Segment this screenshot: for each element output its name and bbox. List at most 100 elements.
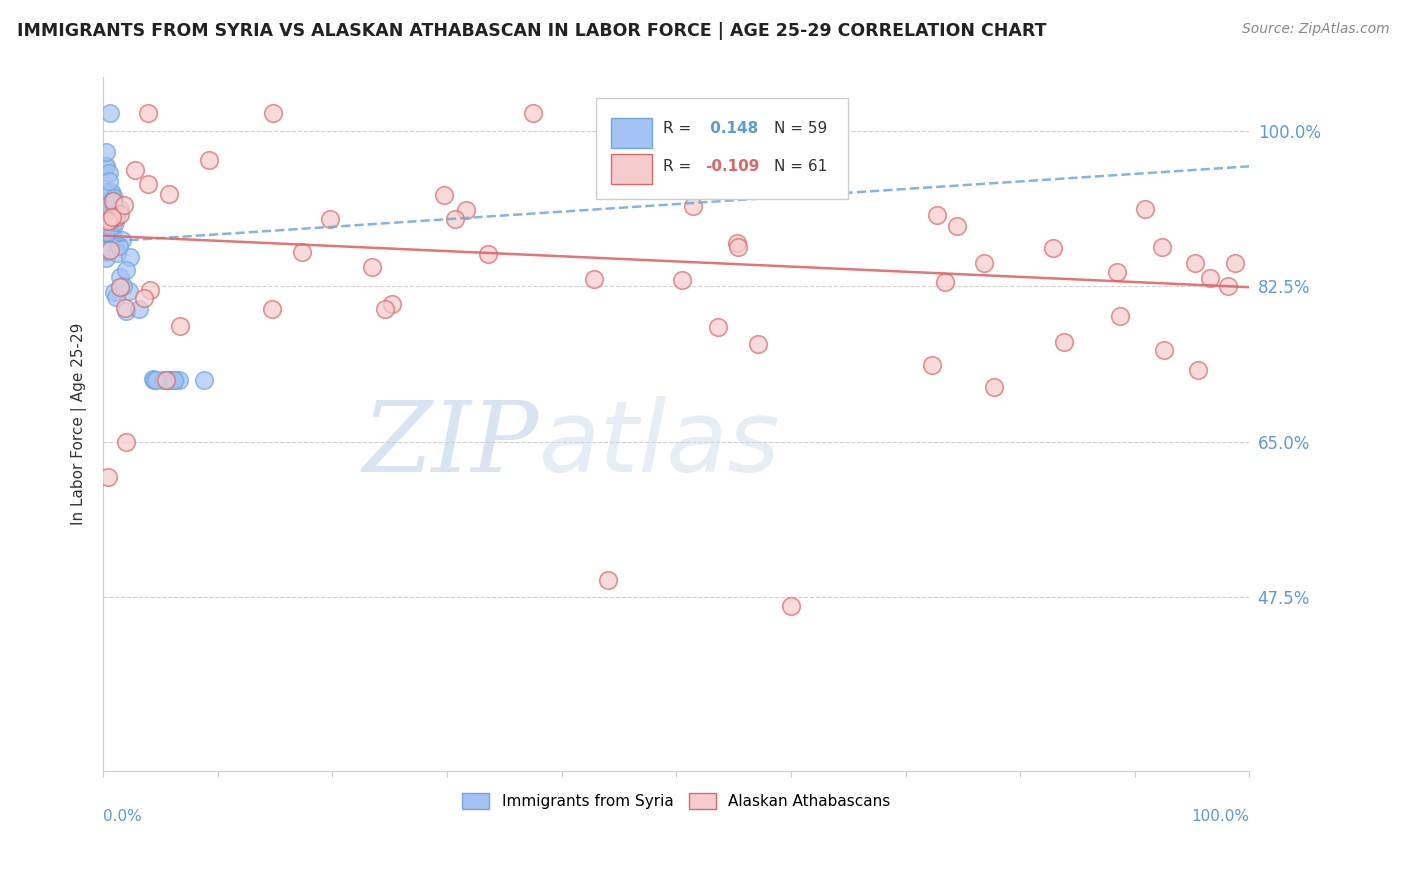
Point (117, 284, 139, 298)
Point (583, 272, 606, 286)
Point (105, 290, 128, 304)
Point (98, 213, 121, 227)
Point (291, 245, 314, 260)
FancyBboxPatch shape (612, 118, 652, 148)
Point (198, 153, 221, 167)
Point (1187, 362, 1209, 376)
Point (115, 304, 138, 318)
Point (100, 185, 122, 199)
Point (155, 373, 177, 387)
Point (138, 284, 160, 298)
Point (169, 318, 191, 333)
Point (108, 279, 131, 293)
Point (934, 275, 956, 289)
Point (747, 337, 769, 351)
Point (1107, 265, 1129, 279)
Point (156, 373, 179, 387)
Point (1153, 343, 1175, 357)
Legend: Immigrants from Syria, Alaskan Athabascans: Immigrants from Syria, Alaskan Athabasca… (456, 787, 897, 815)
Point (477, 247, 499, 261)
Point (115, 263, 138, 277)
Point (454, 202, 477, 217)
FancyBboxPatch shape (612, 153, 652, 185)
Point (671, 273, 693, 287)
Point (94, 199, 117, 213)
Point (96, 209, 118, 223)
Point (96, 252, 118, 266)
Point (120, 250, 142, 264)
Point (97, 214, 120, 228)
Point (100, 234, 122, 248)
Point (97, 166, 120, 180)
Point (319, 211, 342, 226)
Point (145, 373, 167, 387)
Point (98, 174, 121, 188)
Point (1135, 202, 1157, 216)
Point (707, 320, 730, 334)
Point (101, 231, 124, 245)
Text: IMMIGRANTS FROM SYRIA VS ALASKAN ATHABASCAN IN LABOR FORCE | AGE 25-29 CORRELATI: IMMIGRANTS FROM SYRIA VS ALASKAN ATHABAS… (17, 22, 1046, 40)
Point (104, 210, 127, 224)
Point (96, 234, 118, 248)
Point (1225, 256, 1247, 270)
Text: 100.0%: 100.0% (1191, 809, 1250, 824)
Text: R =: R = (662, 120, 696, 136)
Point (725, 235, 748, 250)
Point (97, 470, 120, 484)
Point (94, 244, 117, 258)
Point (1053, 335, 1076, 350)
Point (946, 219, 969, 234)
Point (94, 225, 117, 239)
Point (361, 260, 384, 275)
Point (128, 301, 150, 316)
Text: ZIP: ZIP (363, 397, 538, 492)
Point (100, 194, 122, 208)
Point (136, 106, 159, 120)
Point (101, 194, 124, 208)
Point (103, 191, 125, 205)
Point (727, 240, 749, 254)
Point (101, 210, 124, 224)
Text: R =: R = (662, 159, 696, 174)
Point (193, 373, 215, 387)
Point (167, 373, 190, 387)
Point (97, 241, 120, 255)
Point (100, 228, 122, 243)
Point (103, 285, 125, 299)
Point (115, 434, 138, 449)
Point (96, 145, 118, 160)
Point (104, 215, 127, 229)
Point (921, 358, 943, 372)
FancyBboxPatch shape (596, 98, 848, 199)
Point (100, 106, 122, 120)
Point (98, 226, 121, 240)
Text: Source: ZipAtlas.com: Source: ZipAtlas.com (1241, 22, 1389, 37)
Point (98, 243, 121, 257)
Point (103, 202, 125, 217)
Point (124, 163, 146, 178)
Point (100, 187, 122, 202)
Point (374, 301, 396, 316)
Point (96, 239, 118, 253)
Point (1199, 271, 1222, 285)
Point (433, 187, 456, 202)
Point (983, 379, 1005, 393)
Point (136, 177, 159, 191)
Point (142, 372, 165, 386)
Point (98, 199, 121, 213)
Point (1218, 278, 1240, 293)
Point (111, 233, 134, 247)
Text: 0.0%: 0.0% (103, 809, 142, 824)
Point (93, 160, 115, 174)
Point (1109, 310, 1132, 324)
Y-axis label: In Labor Force | Age 25-29: In Labor Force | Age 25-29 (72, 323, 87, 525)
Point (94, 186, 117, 200)
Text: N = 59: N = 59 (773, 120, 827, 136)
Point (443, 212, 465, 227)
Point (103, 197, 125, 211)
Point (780, 599, 803, 614)
Point (973, 256, 995, 270)
Point (162, 373, 184, 387)
Point (818, 161, 841, 175)
Point (522, 106, 544, 120)
